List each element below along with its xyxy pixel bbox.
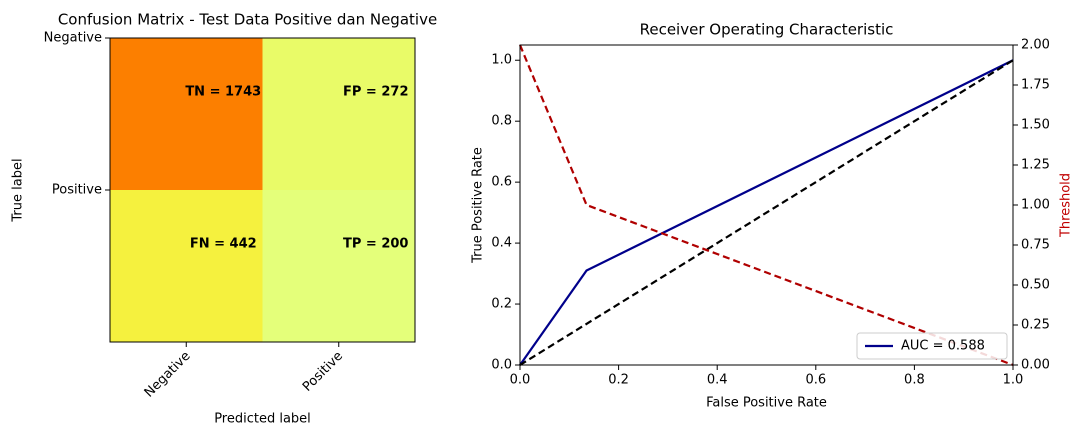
x-tick-label: 0.4 — [707, 373, 728, 388]
legend-box — [856, 332, 1008, 360]
y2-tick-label: 1.00 — [1021, 198, 1050, 213]
y2-tick-label: 2.00 — [1021, 38, 1050, 53]
y2-tick-label: 1.50 — [1021, 118, 1050, 133]
legend-label: AUC = 0.588 — [901, 339, 985, 354]
y2-tick-label: 0.75 — [1021, 238, 1050, 253]
y2-tick-label: 0.25 — [1021, 318, 1050, 333]
x-tick-label: 0.6 — [805, 373, 826, 388]
chart-title: Receiver Operating Characteristic — [640, 21, 894, 39]
cell-label: TP = 200 — [343, 237, 408, 252]
y-tick-label: 0.6 — [491, 175, 512, 190]
y-tick-label: Negative — [44, 31, 102, 46]
y-tick-label: 0.0 — [491, 358, 512, 373]
y2-tick-label: 1.25 — [1021, 158, 1050, 173]
y-tick-label: 0.4 — [491, 236, 512, 251]
plot-frame — [519, 44, 1014, 366]
heatmap-cell — [110, 190, 263, 342]
series-line — [519, 59, 1014, 366]
cell-label: TN = 1743 — [185, 85, 261, 100]
y-tick-label: Positive — [52, 183, 102, 198]
heatmap-cell — [262, 190, 415, 342]
y-axis-label: True label — [11, 158, 26, 222]
cell-label: FP = 272 — [343, 85, 409, 100]
y2-tick-label: 1.75 — [1021, 78, 1050, 93]
y-axis-label: True Positive Rate — [471, 147, 486, 264]
series-line — [519, 59, 1014, 366]
series-line — [518, 44, 1014, 367]
y2-axis-label: Threshold — [1059, 173, 1074, 238]
plot-area — [520, 45, 1013, 365]
y2-tick-label: 0.50 — [1021, 278, 1050, 293]
x-tick-label: 0.0 — [510, 373, 531, 388]
x-tick-label: Positive — [300, 349, 346, 395]
y-tick-label: 0.8 — [491, 114, 512, 129]
cell-label: FN = 442 — [190, 237, 257, 252]
y2-tick-label: 0.00 — [1021, 358, 1050, 373]
x-tick-label: 0.8 — [904, 373, 925, 388]
x-tick-label: 1.0 — [1003, 373, 1024, 388]
x-tick-label: 0.2 — [608, 373, 629, 388]
chart-title: Confusion Matrix - Test Data Positive da… — [58, 11, 437, 29]
x-axis-label: False Positive Rate — [706, 396, 827, 411]
heatmap-cell — [110, 38, 263, 190]
y-tick-label: 1.0 — [491, 53, 512, 68]
x-tick-label: Negative — [142, 349, 194, 401]
heatmap-cell — [262, 38, 415, 190]
y-tick-label: 0.2 — [491, 297, 512, 312]
x-axis-label: Predicted label — [214, 412, 311, 427]
